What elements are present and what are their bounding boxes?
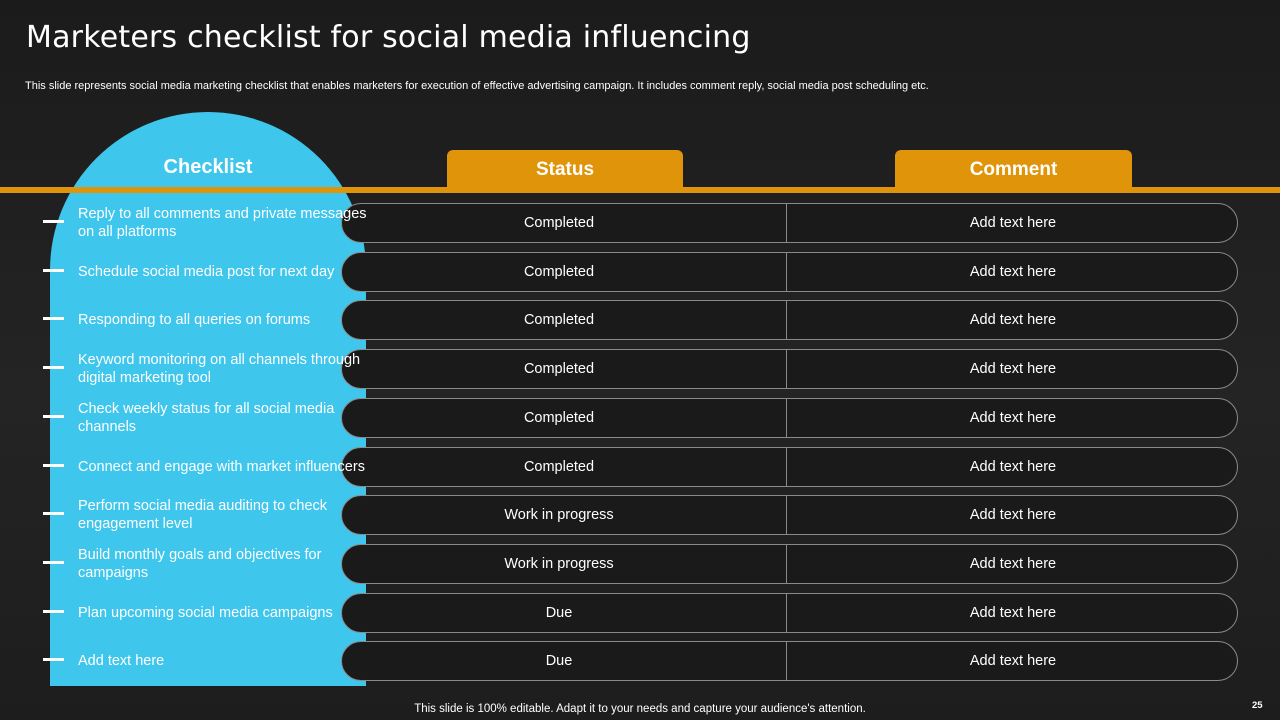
slide-title: Marketers checklist for social media inf… [26, 20, 751, 55]
status-cell: Work in progress [504, 507, 614, 524]
status-cell: Completed [523, 458, 595, 475]
checklist-item-label: Connect and engage with market influence… [78, 458, 365, 475]
comment-cell: Add text here [969, 653, 1057, 670]
checklist-item-label: Reply to all comments and private messag… [78, 206, 367, 240]
slide-footer: This slide is 100% editable. Adapt it to… [414, 703, 866, 715]
slide-subtitle: This slide represents social media marke… [25, 80, 929, 92]
checklist-panel [50, 112, 366, 686]
comment-cell: Add text here [969, 507, 1057, 524]
column-divider [786, 301, 787, 340]
column-divider [786, 544, 787, 583]
table-row: Work in progress Add text here [341, 495, 1238, 536]
status-cell: Completed [523, 409, 595, 426]
checklist-item: Responding to all queries on forums [0, 298, 370, 342]
status-header-label: Status [535, 159, 595, 180]
status-cell: Completed [523, 263, 595, 280]
comment-header-label: Comment [969, 159, 1058, 180]
checklist-item-label: Check weekly status for all social media… [78, 400, 335, 435]
checklist-item-label: Add text here [78, 653, 165, 670]
comment-cell: Add text here [969, 215, 1057, 231]
status-cell: Due [545, 653, 573, 670]
dash-bullet-icon [43, 609, 64, 613]
comment-cell: Add text here [969, 555, 1057, 572]
column-divider [786, 642, 787, 681]
table-row: Due Add text here [341, 592, 1238, 633]
comment-cell: Add text here [969, 409, 1057, 426]
column-divider [786, 252, 787, 291]
header-divider-line [0, 187, 1280, 193]
checklist-item: Schedule social media post for next day [0, 250, 370, 294]
dash-bullet-icon [43, 317, 64, 321]
dash-bullet-icon [43, 463, 64, 467]
table-row: Completed Add text here [341, 349, 1238, 390]
dash-bullet-icon [43, 366, 64, 370]
checklist-item-label: Plan upcoming social media campaigns [78, 604, 333, 621]
comment-cell: Add text here [969, 312, 1057, 329]
table-row: Completed Add text here [341, 300, 1238, 341]
checklist-header: Checklist [163, 156, 253, 178]
table-row: Completed Add text here [341, 203, 1238, 243]
comment-cell: Add text here [969, 458, 1057, 475]
status-cell: Completed [523, 312, 595, 329]
dash-bullet-icon [43, 220, 64, 223]
checklist-item-label: Build monthly goals and objectives for c… [78, 546, 322, 581]
column-divider [786, 496, 787, 535]
dash-bullet-icon [43, 268, 64, 272]
checklist-item: Keyword monitoring on all channels throu… [0, 347, 370, 391]
checklist-item: Plan upcoming social media campaigns [0, 591, 370, 635]
checklist-item-label: Schedule social media post for next day [78, 263, 335, 280]
dash-bullet-icon [43, 512, 64, 516]
dash-bullet-icon [43, 658, 64, 662]
page-number: 25 [1252, 700, 1263, 711]
checklist-item: Connect and engage with market influence… [0, 445, 370, 489]
column-divider [786, 350, 787, 389]
checklist-item-label: Perform social media auditing to check e… [78, 498, 328, 533]
table-row: Work in progress Add text here [341, 543, 1238, 584]
checklist-item: Perform social media auditing to check e… [0, 493, 370, 537]
comment-cell: Add text here [969, 361, 1057, 378]
status-cell: Work in progress [504, 555, 614, 572]
status-cell: Completed [523, 361, 595, 378]
column-divider [786, 447, 787, 486]
table-row: Completed Add text here [341, 251, 1238, 292]
table-row: Due Add text here [341, 641, 1238, 682]
checklist-item: Build monthly goals and objectives for c… [0, 542, 370, 586]
column-divider [786, 204, 787, 242]
dash-bullet-icon [43, 560, 64, 564]
column-divider [786, 593, 787, 632]
dash-bullet-icon [43, 414, 64, 418]
checklist-item-label: Keyword monitoring on all channels throu… [78, 352, 361, 387]
status-cell: Completed [523, 215, 595, 231]
comment-cell: Add text here [969, 604, 1057, 621]
status-header-tab: Status [447, 150, 683, 190]
status-cell: Due [545, 604, 573, 621]
checklist-item: Add text here [0, 639, 370, 683]
checklist-item: Check weekly status for all social media… [0, 396, 370, 440]
table-row: Completed Add text here [341, 397, 1238, 438]
column-divider [786, 398, 787, 437]
comment-header-tab: Comment [895, 150, 1132, 190]
checklist-item-label: Responding to all queries on forums [78, 312, 311, 329]
table-row: Completed Add text here [341, 446, 1238, 487]
comment-cell: Add text here [969, 263, 1057, 280]
checklist-item: Reply to all comments and private messag… [0, 201, 370, 245]
